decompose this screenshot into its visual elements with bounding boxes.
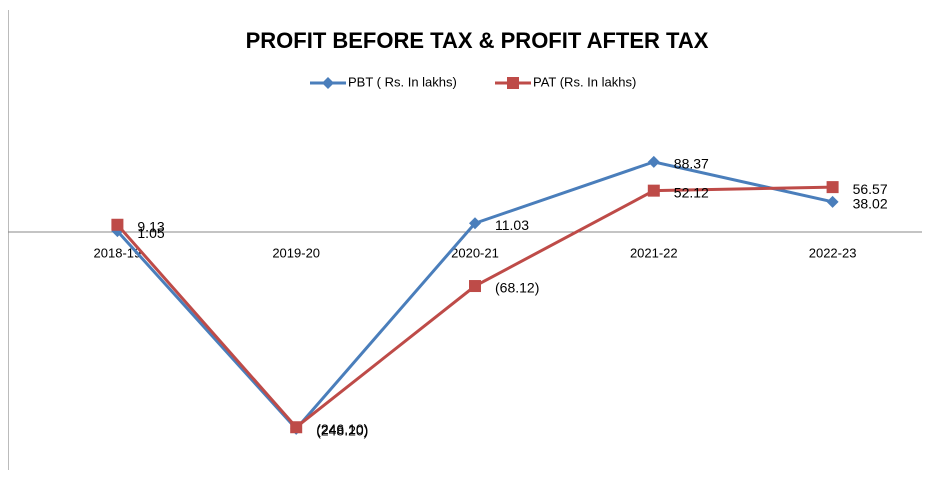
data-label: (68.12) [495,280,539,296]
data-label: (246.10) [316,421,368,437]
marker [469,280,481,293]
data-label: 11.03 [495,217,529,233]
line [116,160,833,432]
data-label: 88.37 [674,156,709,172]
data-label: 56.57 [853,181,888,197]
x-tick-label: 2021-22 [630,245,678,260]
marker [647,155,660,168]
data-label: 38.02 [853,196,888,212]
x-tick-label: 2020-21 [451,245,499,260]
data-label: 1.05 [137,225,164,241]
marker [507,77,519,89]
chart-title: PROFIT BEFORE TAX & PROFIT AFTER TAX [246,28,709,53]
x-tick-label: 2022-23 [809,245,857,260]
data-label: 52.12 [674,184,709,200]
x-tick-label: 2019-20 [272,245,320,260]
data-label: (248.20) [316,423,368,439]
marker [290,421,303,434]
x-tick-label: 2018-19 [94,245,142,260]
marker [322,77,334,89]
marker [469,217,481,230]
marker [647,184,660,197]
marker [111,218,124,231]
data-label: 9.13 [137,218,164,234]
legend-label: PAT (Rs. In lakhs) [533,74,636,89]
legend-label: PBT ( Rs. In lakhs) [348,74,457,89]
marker [826,181,839,194]
marker [826,195,839,208]
